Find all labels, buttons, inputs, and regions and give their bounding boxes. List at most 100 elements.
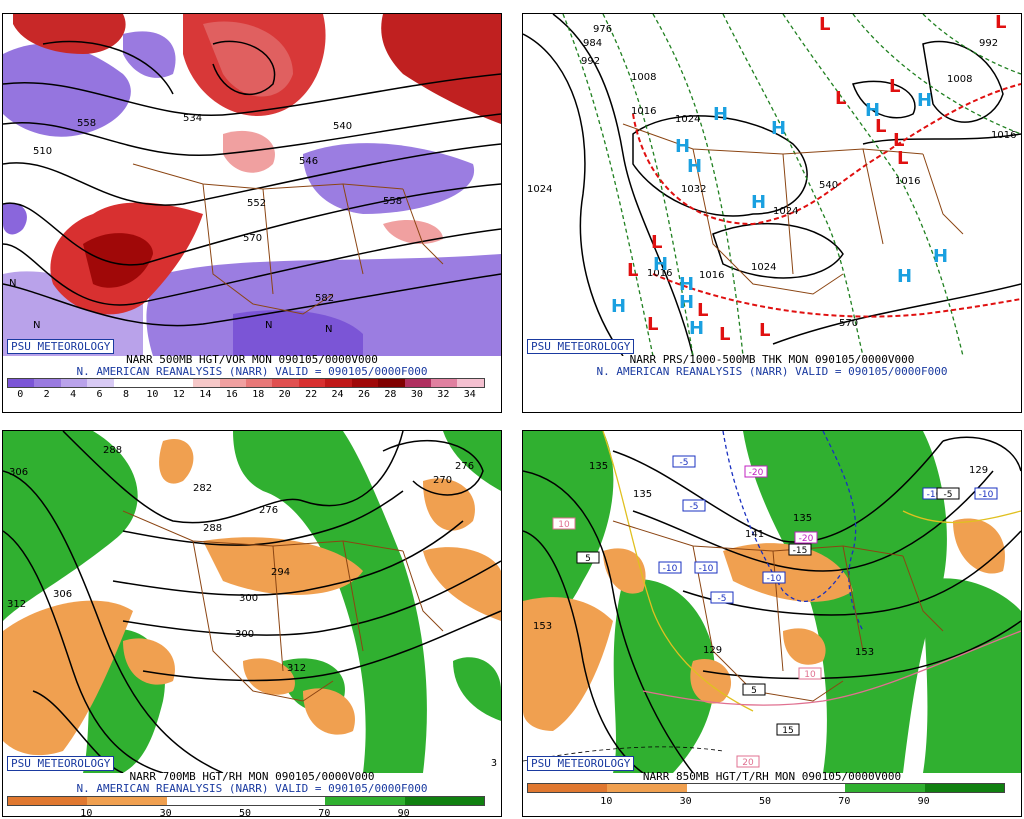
- contour-label: 534: [183, 113, 202, 124]
- contour-label: 153: [855, 647, 874, 658]
- colorbar-label: 20: [278, 389, 291, 400]
- map-850mb: 135 141 153 135 153 129 135 129 -5-5-10-…: [523, 431, 1021, 773]
- psu-meteorology-badge: PSU METEOROLOGY: [7, 339, 115, 354]
- contour-label: 282: [193, 483, 212, 494]
- colorbar-label: 6: [96, 389, 103, 400]
- corner-text: 3: [490, 758, 497, 769]
- svg-text:L: L: [819, 14, 830, 35]
- svg-text:L: L: [995, 14, 1006, 33]
- svg-text:L: L: [697, 300, 708, 321]
- colorbar-swatch: [845, 784, 925, 792]
- contour-label: N: [33, 320, 40, 331]
- map-500mb: 558 546 540 534 510 552 570 558 582 N N …: [3, 14, 501, 356]
- temperature-tag-box: [788, 543, 812, 556]
- temperature-tag-box: [736, 755, 760, 768]
- temperature-tag-label: -20: [749, 468, 764, 478]
- contour-label: 1024: [773, 206, 798, 217]
- svg-text:H: H: [751, 192, 766, 213]
- svg-text:H: H: [687, 156, 702, 177]
- vorticity-colorbar-labels: 0 2 4 6 8 10 12 14 16 18 20 22 24 26 28 30 32 34: [7, 389, 483, 401]
- svg-text:L: L: [719, 324, 730, 345]
- colorbar-label: 24: [331, 389, 344, 400]
- contour-label: 129: [969, 465, 988, 476]
- temperature-tag-box: [742, 683, 766, 696]
- contour-label: 294: [271, 567, 290, 578]
- colorbar-label: 28: [384, 389, 397, 400]
- temperature-tag-label: -10: [663, 564, 678, 574]
- svg-text:H: H: [865, 100, 880, 121]
- colorbar-swatch: [34, 379, 61, 387]
- contour-label: 135: [589, 461, 608, 472]
- temperature-tag-label: -5: [690, 502, 699, 512]
- temperature-tag-label: -20: [799, 534, 814, 544]
- colorbar-label: 32: [437, 389, 450, 400]
- colorbar-label: 10: [80, 808, 93, 817]
- contour-label: 1024: [527, 184, 552, 195]
- colorbar-swatch: [457, 379, 484, 387]
- svg-text:H: H: [771, 118, 786, 139]
- panel-title: NARR PRS/1000-500MB THK MON 090105/0000V…: [629, 353, 915, 366]
- svg-text:L: L: [759, 320, 770, 341]
- colorbar-swatch: [166, 797, 246, 805]
- rh-colorbar: [527, 783, 1005, 793]
- temperature-tags: -5-5-10 -10-10-5-10-20-20-15-5 -1051051015…: [552, 455, 998, 768]
- colorbar-swatch: [431, 379, 458, 387]
- colorbar-label: 50: [238, 808, 252, 817]
- colorbar-swatch: [325, 379, 352, 387]
- psu-meteorology-badge: PSU METEOROLOGY: [527, 339, 635, 354]
- colorbar-swatch: [245, 379, 273, 387]
- panel-title: NARR 700MB HGT/RH MON 090105/0000V000: [129, 770, 375, 783]
- temperature-tag-label: -5: [718, 594, 727, 604]
- contour-label: 1024: [751, 262, 776, 273]
- colorbar-label: 4: [70, 389, 77, 400]
- psu-meteorology-badge: PSU METEOROLOGY: [527, 756, 635, 771]
- contour-label: 510: [33, 146, 52, 157]
- colorbar-label: 34: [463, 389, 476, 400]
- panel-title: NARR 500MB HGT/VOR MON 090105/0000V000: [126, 353, 378, 366]
- colorbar-label: 14: [199, 389, 212, 400]
- temperature-tag-box: [762, 571, 786, 584]
- contour-label: 552: [247, 198, 266, 209]
- colorbar-swatch: [325, 797, 405, 805]
- colorbar-swatch: [60, 379, 88, 387]
- contour-label: 135: [633, 489, 652, 500]
- contour-label: 306: [9, 467, 28, 478]
- colorbar-swatch: [404, 797, 484, 805]
- svg-text:H: H: [689, 318, 704, 339]
- contour-label: 288: [203, 523, 222, 534]
- colorbar-label: 50: [758, 796, 772, 807]
- svg-text:H: H: [897, 266, 912, 287]
- contour-label: 558: [77, 118, 96, 129]
- contour-label: 582: [315, 293, 334, 304]
- temperature-tag-label: -10: [767, 574, 782, 584]
- colorbar-label: 16: [225, 389, 238, 400]
- panel-subtitle: N. AMERICAN REANALYSIS (NARR) VALID = 09…: [76, 782, 428, 795]
- rh-colorbar-labels: 10 30 50 70 90: [527, 796, 1003, 808]
- contour-label: 976: [593, 24, 612, 35]
- colorbar-swatch: [404, 379, 431, 387]
- psu-meteorology-badge: PSU METEOROLOGY: [7, 756, 115, 771]
- colorbar-swatch: [298, 379, 326, 387]
- temperature-tag-label: -15: [793, 546, 808, 556]
- temperature-tag-box: [776, 723, 800, 736]
- temperature-tag-box: [658, 561, 682, 574]
- panel-subtitle: N. AMERICAN REANALYSIS (NARR) VALID = 09…: [76, 365, 428, 378]
- colorbar-label: 90: [397, 808, 410, 817]
- panel-pressure-thickness: 976 984 992 1008 1016 1024 1024 1032 102…: [522, 13, 1022, 413]
- contour-label: 153: [533, 621, 552, 632]
- contour-label: 288: [103, 445, 122, 456]
- temperature-tag-box: [552, 517, 576, 530]
- contour-label: 129: [703, 645, 722, 656]
- contour-label: 276: [259, 505, 278, 516]
- temperature-tag-box: [576, 551, 600, 564]
- colorbar-swatch: [765, 784, 846, 792]
- contour-label: 135: [793, 513, 812, 524]
- temperature-tag-label: 20: [742, 758, 754, 768]
- temperature-tag-label: -10: [927, 490, 942, 500]
- colorbar-swatch: [351, 379, 379, 387]
- contour-label: N: [9, 278, 16, 289]
- svg-text:L: L: [897, 148, 908, 169]
- contour-label: 984: [583, 38, 602, 49]
- map-pressure-thickness: 976 984 992 1008 1016 1024 1024 1032 102…: [523, 14, 1021, 356]
- contour-label: 1008: [947, 74, 972, 85]
